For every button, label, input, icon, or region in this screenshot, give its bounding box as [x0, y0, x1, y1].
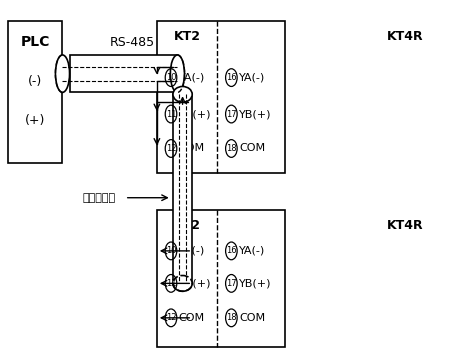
Text: 16: 16 — [226, 73, 237, 82]
Bar — [8, 21, 63, 163]
Text: YA(-): YA(-) — [239, 246, 266, 256]
Bar — [70, 55, 177, 93]
Text: COM: COM — [239, 313, 265, 323]
Text: YB(+): YB(+) — [179, 109, 211, 119]
Text: シールド線: シールド線 — [82, 193, 116, 203]
Text: KT4R: KT4R — [387, 30, 424, 43]
Text: 17: 17 — [226, 279, 237, 288]
Text: COM: COM — [179, 144, 205, 153]
Bar — [173, 94, 192, 283]
Ellipse shape — [173, 86, 192, 102]
Text: 18: 18 — [226, 313, 237, 322]
Text: (+): (+) — [25, 114, 45, 127]
Text: YB(+): YB(+) — [179, 278, 211, 288]
Text: (-): (-) — [28, 75, 42, 88]
Text: PLC: PLC — [21, 35, 50, 49]
Text: KT2: KT2 — [174, 30, 201, 43]
Text: 11: 11 — [166, 109, 176, 118]
Bar — [157, 21, 285, 173]
Text: YA(-): YA(-) — [239, 73, 266, 82]
Ellipse shape — [171, 55, 184, 93]
Text: 10: 10 — [166, 73, 176, 82]
Text: YB(+): YB(+) — [239, 109, 272, 119]
Text: 11: 11 — [166, 279, 176, 288]
Text: YB(+): YB(+) — [239, 278, 272, 288]
Text: RS-485: RS-485 — [110, 36, 155, 49]
Text: 18: 18 — [226, 144, 237, 153]
Ellipse shape — [173, 275, 192, 291]
Text: 12: 12 — [166, 144, 176, 153]
Text: KT4R: KT4R — [387, 219, 424, 232]
Text: 12: 12 — [166, 313, 176, 322]
Text: 17: 17 — [226, 109, 237, 118]
Text: COM: COM — [179, 313, 205, 323]
Text: 16: 16 — [226, 246, 237, 255]
Bar — [157, 210, 285, 347]
Ellipse shape — [55, 55, 70, 93]
Text: YA(-): YA(-) — [179, 246, 205, 256]
Text: KT2: KT2 — [174, 219, 201, 232]
Text: COM: COM — [239, 144, 265, 153]
Text: YA(-): YA(-) — [179, 73, 205, 82]
Text: 10: 10 — [166, 246, 176, 255]
